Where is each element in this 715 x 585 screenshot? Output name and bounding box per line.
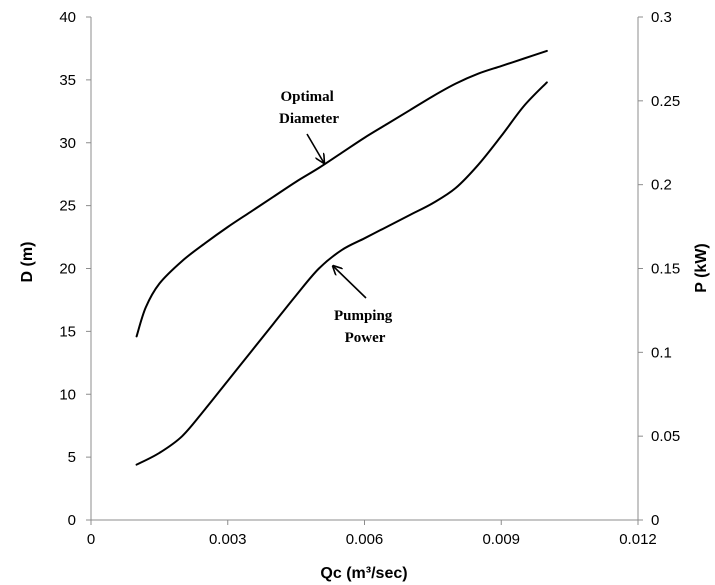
x-tick-label: 0.012 [619, 531, 657, 548]
annotation-pumping-power-line1: Pumping [334, 308, 393, 324]
left-y-tick-label: 30 [59, 135, 76, 152]
right-y-axis-ticks: 0 0.05 0.1 0.15 0.2 0.25 0.3 [638, 9, 680, 529]
x-axis-ticks: 0 0.003 0.006 0.009 0.012 [87, 520, 657, 548]
right-y-tick-label: 0.1 [651, 344, 672, 361]
right-y-tick-label: 0.2 [651, 177, 672, 194]
annotations: Optimal Diameter Pumping Power [279, 89, 396, 346]
x-axis-title: Qc (m³/sec) [320, 565, 407, 582]
left-y-tick-label: 10 [59, 386, 76, 403]
annotation-optimal-diameter: Optimal Diameter [279, 89, 339, 127]
right-y-tick-label: 0.05 [651, 428, 680, 445]
annotation-optimal-diameter-line2: Diameter [279, 111, 339, 127]
left-y-tick-label: 20 [59, 261, 76, 278]
left-y-tick-label: 25 [59, 198, 76, 215]
x-tick-label: 0.009 [482, 531, 520, 548]
x-tick-label: 0 [87, 531, 95, 548]
x-tick-label: 0.006 [346, 531, 384, 548]
right-y-tick-label: 0.15 [651, 261, 680, 278]
series-line-pumping-power [135, 81, 548, 466]
annotation-optimal-diameter-line1: Optimal [280, 89, 333, 105]
right-y-tick-label: 0 [651, 512, 659, 529]
left-y-axis-title: D (m) [19, 242, 36, 283]
left-y-tick-label: 40 [59, 9, 76, 26]
annotation-pumping-power-line2: Power [345, 330, 386, 346]
left-y-tick-label: 0 [68, 512, 76, 529]
right-y-tick-label: 0.25 [651, 93, 680, 110]
left-y-tick-label: 35 [59, 72, 76, 89]
series-layer [135, 49, 548, 466]
series-line-optimal-diameter [135, 49, 548, 338]
annotation-arrow-pumping-power [333, 266, 367, 299]
annotation-pumping-power: Pumping Power [334, 308, 396, 346]
left-y-tick-label: 5 [68, 449, 76, 466]
right-y-axis-title: P (kW) [693, 243, 710, 292]
x-tick-label: 0.003 [209, 531, 247, 548]
left-y-tick-label: 15 [59, 323, 76, 340]
annotation-arrow-optimal-diameter [306, 133, 324, 163]
left-y-axis-ticks: 0 5 10 15 20 25 30 35 40 [59, 9, 91, 529]
right-y-tick-label: 0.3 [651, 9, 672, 26]
